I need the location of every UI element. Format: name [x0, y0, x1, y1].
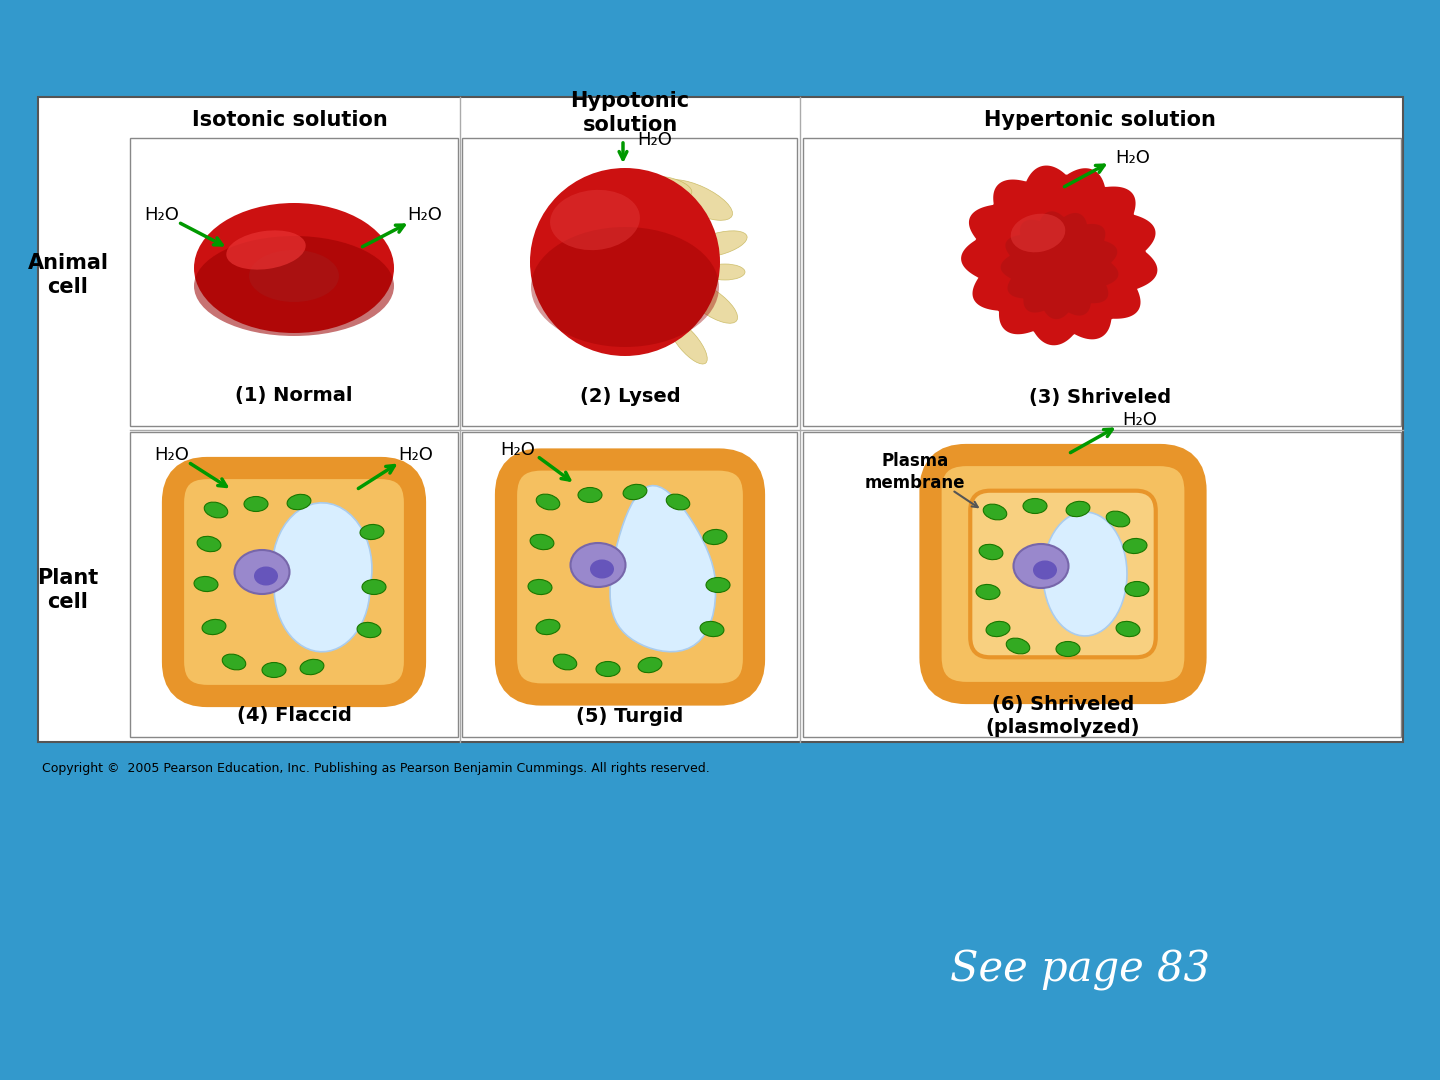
Text: H₂O: H₂O: [408, 206, 442, 224]
Ellipse shape: [683, 281, 737, 323]
Ellipse shape: [194, 203, 395, 333]
FancyBboxPatch shape: [804, 138, 1401, 426]
Ellipse shape: [530, 168, 720, 356]
Polygon shape: [960, 165, 1158, 346]
Text: H₂O: H₂O: [1123, 411, 1158, 429]
Ellipse shape: [1123, 539, 1148, 554]
Text: H₂O: H₂O: [144, 206, 180, 224]
Ellipse shape: [1007, 638, 1030, 653]
Text: See page 83: See page 83: [950, 949, 1210, 991]
Text: Copyright ©  2005 Pearson Education, Inc. Publishing as Pearson Benjamin Cumming: Copyright © 2005 Pearson Education, Inc.…: [42, 762, 710, 775]
Ellipse shape: [668, 320, 707, 364]
Text: Animal
cell: Animal cell: [27, 253, 108, 297]
Text: H₂O: H₂O: [154, 446, 190, 464]
Ellipse shape: [194, 237, 395, 336]
Ellipse shape: [664, 179, 733, 220]
FancyBboxPatch shape: [462, 138, 796, 426]
Text: (4) Flaccid: (4) Flaccid: [236, 706, 351, 726]
Ellipse shape: [706, 578, 730, 593]
Ellipse shape: [536, 495, 560, 510]
Ellipse shape: [361, 580, 386, 594]
Ellipse shape: [984, 504, 1007, 519]
Text: (5) Turgid: (5) Turgid: [576, 707, 684, 727]
Ellipse shape: [976, 584, 999, 599]
Ellipse shape: [550, 190, 639, 251]
Ellipse shape: [1032, 561, 1057, 580]
Ellipse shape: [253, 567, 278, 585]
Ellipse shape: [249, 249, 338, 302]
Text: Plasma
membrane: Plasma membrane: [865, 451, 965, 492]
Ellipse shape: [703, 529, 727, 544]
Text: H₂O: H₂O: [1116, 149, 1151, 167]
Text: H₂O: H₂O: [399, 446, 433, 464]
Ellipse shape: [638, 658, 662, 673]
Ellipse shape: [596, 661, 621, 676]
Ellipse shape: [243, 497, 268, 512]
Text: Hypotonic
solution: Hypotonic solution: [570, 92, 690, 135]
FancyBboxPatch shape: [462, 432, 796, 737]
Text: Plant
cell: Plant cell: [37, 568, 98, 612]
Ellipse shape: [1066, 501, 1090, 516]
Ellipse shape: [226, 230, 305, 270]
Ellipse shape: [1014, 544, 1068, 588]
Ellipse shape: [235, 550, 289, 594]
Text: (2) Lysed: (2) Lysed: [580, 388, 680, 406]
Ellipse shape: [1056, 642, 1080, 657]
Ellipse shape: [688, 231, 747, 257]
FancyBboxPatch shape: [971, 490, 1156, 658]
Text: H₂O: H₂O: [638, 131, 672, 149]
Ellipse shape: [1022, 499, 1047, 513]
Ellipse shape: [700, 621, 724, 636]
Ellipse shape: [536, 620, 560, 635]
Text: Isotonic solution: Isotonic solution: [192, 110, 387, 130]
FancyBboxPatch shape: [130, 138, 458, 426]
Ellipse shape: [570, 543, 625, 588]
Ellipse shape: [590, 559, 613, 579]
Ellipse shape: [624, 484, 647, 500]
Ellipse shape: [287, 495, 311, 510]
Ellipse shape: [979, 544, 1002, 559]
Polygon shape: [611, 486, 716, 651]
Ellipse shape: [204, 502, 228, 518]
Ellipse shape: [577, 487, 602, 502]
Text: (3) Shriveled: (3) Shriveled: [1030, 388, 1171, 406]
Ellipse shape: [1116, 621, 1140, 636]
Ellipse shape: [528, 580, 552, 595]
Polygon shape: [1001, 212, 1119, 320]
Ellipse shape: [986, 621, 1009, 636]
Ellipse shape: [357, 622, 382, 637]
Text: (6) Shriveled
(plasmolyzed): (6) Shriveled (plasmolyzed): [986, 694, 1140, 738]
FancyBboxPatch shape: [505, 459, 755, 694]
FancyBboxPatch shape: [37, 97, 1403, 742]
Ellipse shape: [300, 659, 324, 675]
FancyBboxPatch shape: [930, 455, 1195, 693]
Ellipse shape: [197, 537, 220, 552]
Ellipse shape: [202, 620, 226, 635]
Ellipse shape: [1011, 214, 1066, 253]
Text: Hypertonic solution: Hypertonic solution: [984, 110, 1215, 130]
Ellipse shape: [706, 264, 744, 280]
Ellipse shape: [1125, 581, 1149, 596]
FancyBboxPatch shape: [804, 432, 1401, 737]
Ellipse shape: [648, 176, 691, 198]
Text: H₂O: H₂O: [501, 441, 536, 459]
Ellipse shape: [531, 227, 719, 347]
Text: (1) Normal: (1) Normal: [235, 387, 353, 405]
FancyBboxPatch shape: [173, 468, 415, 696]
Ellipse shape: [360, 525, 384, 540]
Ellipse shape: [262, 662, 287, 677]
Polygon shape: [1043, 512, 1128, 636]
Ellipse shape: [194, 577, 217, 592]
Ellipse shape: [222, 654, 246, 670]
Ellipse shape: [553, 654, 577, 670]
Ellipse shape: [1106, 511, 1130, 527]
Ellipse shape: [667, 495, 690, 510]
Ellipse shape: [530, 535, 554, 550]
FancyBboxPatch shape: [130, 432, 458, 737]
Polygon shape: [272, 503, 372, 651]
